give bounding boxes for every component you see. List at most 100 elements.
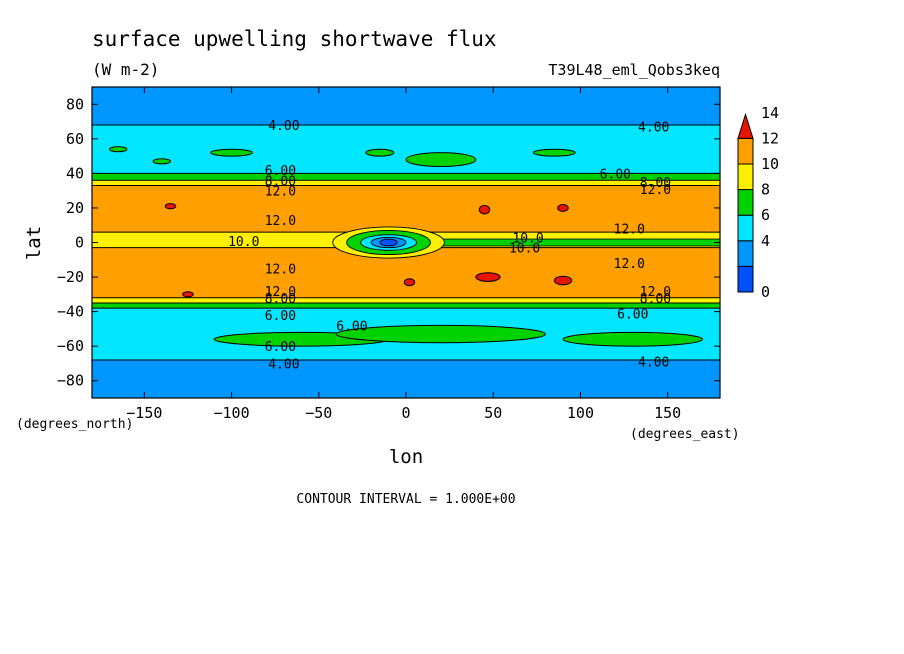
y-tick-label: 80 bbox=[66, 95, 84, 113]
contour-label-text: 4.00 bbox=[268, 119, 299, 134]
contour-label-text: 12.0 bbox=[265, 214, 296, 229]
x-tick-label: −150 bbox=[126, 404, 162, 422]
zonal-band-4 bbox=[92, 185, 720, 233]
colorbar-arrow bbox=[737, 112, 754, 139]
contour-label-7: 12.0 bbox=[640, 183, 671, 198]
zonal-band-3 bbox=[92, 180, 720, 186]
contour-label-20: 6.00 bbox=[617, 307, 648, 322]
y-tick-label: 20 bbox=[66, 199, 84, 217]
x-tick-label: 0 bbox=[401, 404, 410, 422]
zonal-band-1 bbox=[92, 125, 720, 174]
x-axis: −150 −100 −50 0 50 100 150 bbox=[126, 87, 681, 422]
contour-label-text: 12.0 bbox=[614, 257, 645, 272]
anomaly-patch-2 bbox=[365, 148, 395, 157]
contour-label-23: 4.00 bbox=[268, 357, 299, 372]
contour-label-14: 12.0 bbox=[614, 257, 645, 272]
contour-label-1: 4.00 bbox=[638, 121, 669, 136]
anomaly-patch-5 bbox=[152, 158, 171, 165]
colorbar-segment-4 bbox=[737, 163, 754, 191]
x-tick-label: −50 bbox=[305, 404, 332, 422]
contour-label-11: 10.0 bbox=[512, 231, 543, 246]
x-tick-label: 100 bbox=[567, 404, 594, 422]
contour-label-18: 8.00 bbox=[640, 292, 671, 307]
contour-label-text: 6.00 bbox=[265, 164, 296, 179]
contour-label-text: 6.00 bbox=[265, 309, 296, 324]
colorbar: 0 4 6 8 10 12 14 bbox=[737, 104, 779, 301]
anomaly-patch-12 bbox=[475, 272, 501, 282]
zonal-band-8 bbox=[92, 302, 720, 309]
contour-label-15: 12.0 bbox=[265, 285, 296, 300]
y-tick-label: −40 bbox=[57, 303, 84, 321]
y-axis-label: lat bbox=[23, 226, 45, 260]
colorbar-label: 14 bbox=[761, 104, 779, 122]
x-units-label: (degrees_east) bbox=[630, 427, 740, 442]
contour-label-21: 6.00 bbox=[336, 319, 367, 334]
x-axis-label: lon bbox=[389, 446, 423, 468]
y-tick-label: −60 bbox=[57, 337, 84, 355]
contour-label-text: 8.00 bbox=[640, 176, 671, 191]
contour-label-text: 6.00 bbox=[600, 167, 631, 182]
experiment-label: T39L48_eml_Qobs3keq bbox=[548, 61, 720, 79]
colorbar-label: 4 bbox=[761, 232, 770, 250]
colorbar-segment-5 bbox=[737, 137, 754, 165]
contour-label-17: 8.00 bbox=[265, 292, 296, 307]
contour-label-text: 6.00 bbox=[336, 319, 367, 334]
contour-label-text: 12.0 bbox=[614, 223, 645, 238]
colorbar-label: 10 bbox=[761, 155, 779, 173]
anomaly-patch-14 bbox=[403, 278, 416, 287]
contour-label-9: 12.0 bbox=[614, 223, 645, 238]
contour-label-19: 6.00 bbox=[265, 309, 296, 324]
contour-label-text: 12.0 bbox=[640, 285, 671, 300]
equatorial-ring-4 bbox=[379, 238, 398, 247]
contour-label-16: 12.0 bbox=[640, 285, 671, 300]
chart-title: surface upwelling shortwave flux bbox=[92, 27, 497, 51]
contour-label-text: 8.00 bbox=[265, 292, 296, 307]
y-tick-label: 40 bbox=[66, 164, 84, 182]
contour-label-22: 6.00 bbox=[265, 340, 296, 355]
colorbar-label: 12 bbox=[761, 129, 779, 147]
contour-label-8: 12.0 bbox=[265, 214, 296, 229]
anomaly-patch-4 bbox=[532, 148, 576, 157]
anomaly-patch-0 bbox=[108, 146, 128, 153]
contour-label-13: 12.0 bbox=[265, 262, 296, 277]
contour-label-text: 10.0 bbox=[228, 235, 259, 250]
x-tick-label: 50 bbox=[484, 404, 502, 422]
anomaly-patch-13 bbox=[553, 275, 573, 286]
contour-label-text: 12.0 bbox=[640, 183, 671, 198]
equatorial-tongue bbox=[414, 238, 720, 247]
zonal-band-7 bbox=[92, 297, 720, 303]
contour-label-text: 12.0 bbox=[265, 262, 296, 277]
anomaly-patch-1 bbox=[210, 148, 253, 157]
contour-label-4: 8.00 bbox=[265, 174, 296, 189]
y-tick-label: −80 bbox=[57, 372, 84, 390]
anomaly-patch-11 bbox=[557, 203, 569, 212]
contour-label-text: 10.0 bbox=[509, 242, 540, 257]
contour-label-text: 10.0 bbox=[512, 231, 543, 246]
contour-label-text: 4.00 bbox=[638, 121, 669, 136]
y-units-label: (degrees_north) bbox=[16, 417, 133, 432]
contour-label-12: 10.0 bbox=[509, 242, 540, 257]
y-axis: 80 60 40 20 0 −20 −40 −60 −80 bbox=[57, 95, 720, 390]
contour-label-text: 6.00 bbox=[265, 340, 296, 355]
contour-label-5: 8.00 bbox=[640, 176, 671, 191]
contour-label-text: 8.00 bbox=[265, 174, 296, 189]
colorbar-label: 6 bbox=[761, 206, 770, 224]
anomaly-patch-10 bbox=[478, 204, 491, 215]
contour-label-text: 12.0 bbox=[265, 185, 296, 200]
x-tick-label: −100 bbox=[213, 404, 249, 422]
anomaly-patch-15 bbox=[182, 291, 194, 298]
anomaly-patch-7 bbox=[335, 324, 547, 344]
colorbar-label: 0 bbox=[761, 283, 770, 301]
contour-label-0: 4.00 bbox=[268, 119, 299, 134]
anomaly-patch-8 bbox=[562, 331, 704, 347]
contour-label-6: 12.0 bbox=[265, 185, 296, 200]
contour-fills bbox=[92, 87, 720, 398]
x-tick-label: 150 bbox=[654, 404, 681, 422]
chart-units: (W m-2) bbox=[92, 60, 159, 79]
colorbar-segment-3 bbox=[737, 189, 754, 216]
contour-label-text: 4.00 bbox=[638, 356, 669, 371]
anomaly-patch-9 bbox=[164, 203, 177, 210]
contour-label-10: 10.0 bbox=[228, 235, 259, 250]
